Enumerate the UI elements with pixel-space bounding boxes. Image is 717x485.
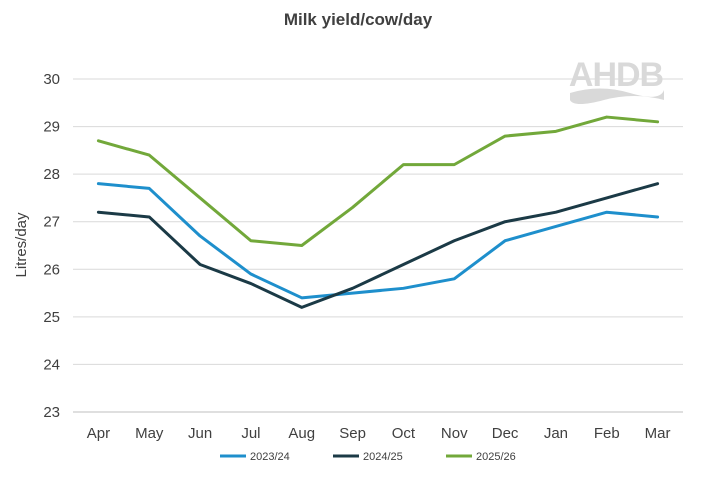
x-tick-label-jun: Jun: [188, 425, 212, 442]
y-tick-label-26: 26: [43, 261, 60, 278]
chart-title: Milk yield/cow/day: [284, 10, 433, 29]
legend: 2023/24 2024/25 2025/26: [220, 451, 516, 463]
y-axis-label: Litres/day: [13, 212, 30, 278]
x-tick-label-feb: Feb: [594, 425, 620, 442]
y-tick-label-28: 28: [43, 166, 60, 183]
y-tick-label-25: 25: [43, 309, 60, 326]
x-tick-label-dec: Dec: [492, 425, 519, 442]
x-tick-label-nov: Nov: [441, 425, 468, 442]
x-tick-label-jan: Jan: [544, 425, 568, 442]
y-tick-label-23: 23: [43, 404, 60, 421]
series-line-2025-26: [96, 115, 660, 247]
x-tick-label-aug: Aug: [288, 425, 315, 442]
series-line-2023-24: [96, 182, 660, 300]
x-tick-label-may: May: [135, 425, 164, 442]
series-line-2024-25: [96, 182, 660, 309]
ahdb-logo: AHDB: [569, 56, 665, 104]
y-tick-label-29: 29: [43, 119, 60, 136]
grid-lines: [73, 78, 683, 365]
x-tick-label-jul: Jul: [241, 425, 260, 442]
x-tick-label-oct: Oct: [392, 425, 416, 442]
logo-wave-icon: [570, 88, 664, 104]
x-tick-label-mar: Mar: [645, 425, 671, 442]
y-tick-label-24: 24: [43, 356, 60, 373]
legend-label-2025-26: 2025/26: [476, 451, 516, 463]
y-axis-ticks: 23 24 25 26 27 28 29 30: [43, 71, 60, 421]
x-axis-ticks: Apr May Jun Jul Aug Sep Oct Nov Dec Jan Feb Mar: [87, 425, 671, 442]
y-tick-label-27: 27: [43, 214, 60, 231]
logo-text: AHDB: [569, 56, 664, 94]
series-lines: [96, 115, 660, 309]
legend-label-2023-24: 2023/24: [250, 451, 290, 463]
legend-label-2024-25: 2024/25: [363, 451, 403, 463]
y-tick-label-30: 30: [43, 71, 60, 88]
x-tick-label-sep: Sep: [339, 425, 366, 442]
x-tick-label-apr: Apr: [87, 425, 110, 442]
